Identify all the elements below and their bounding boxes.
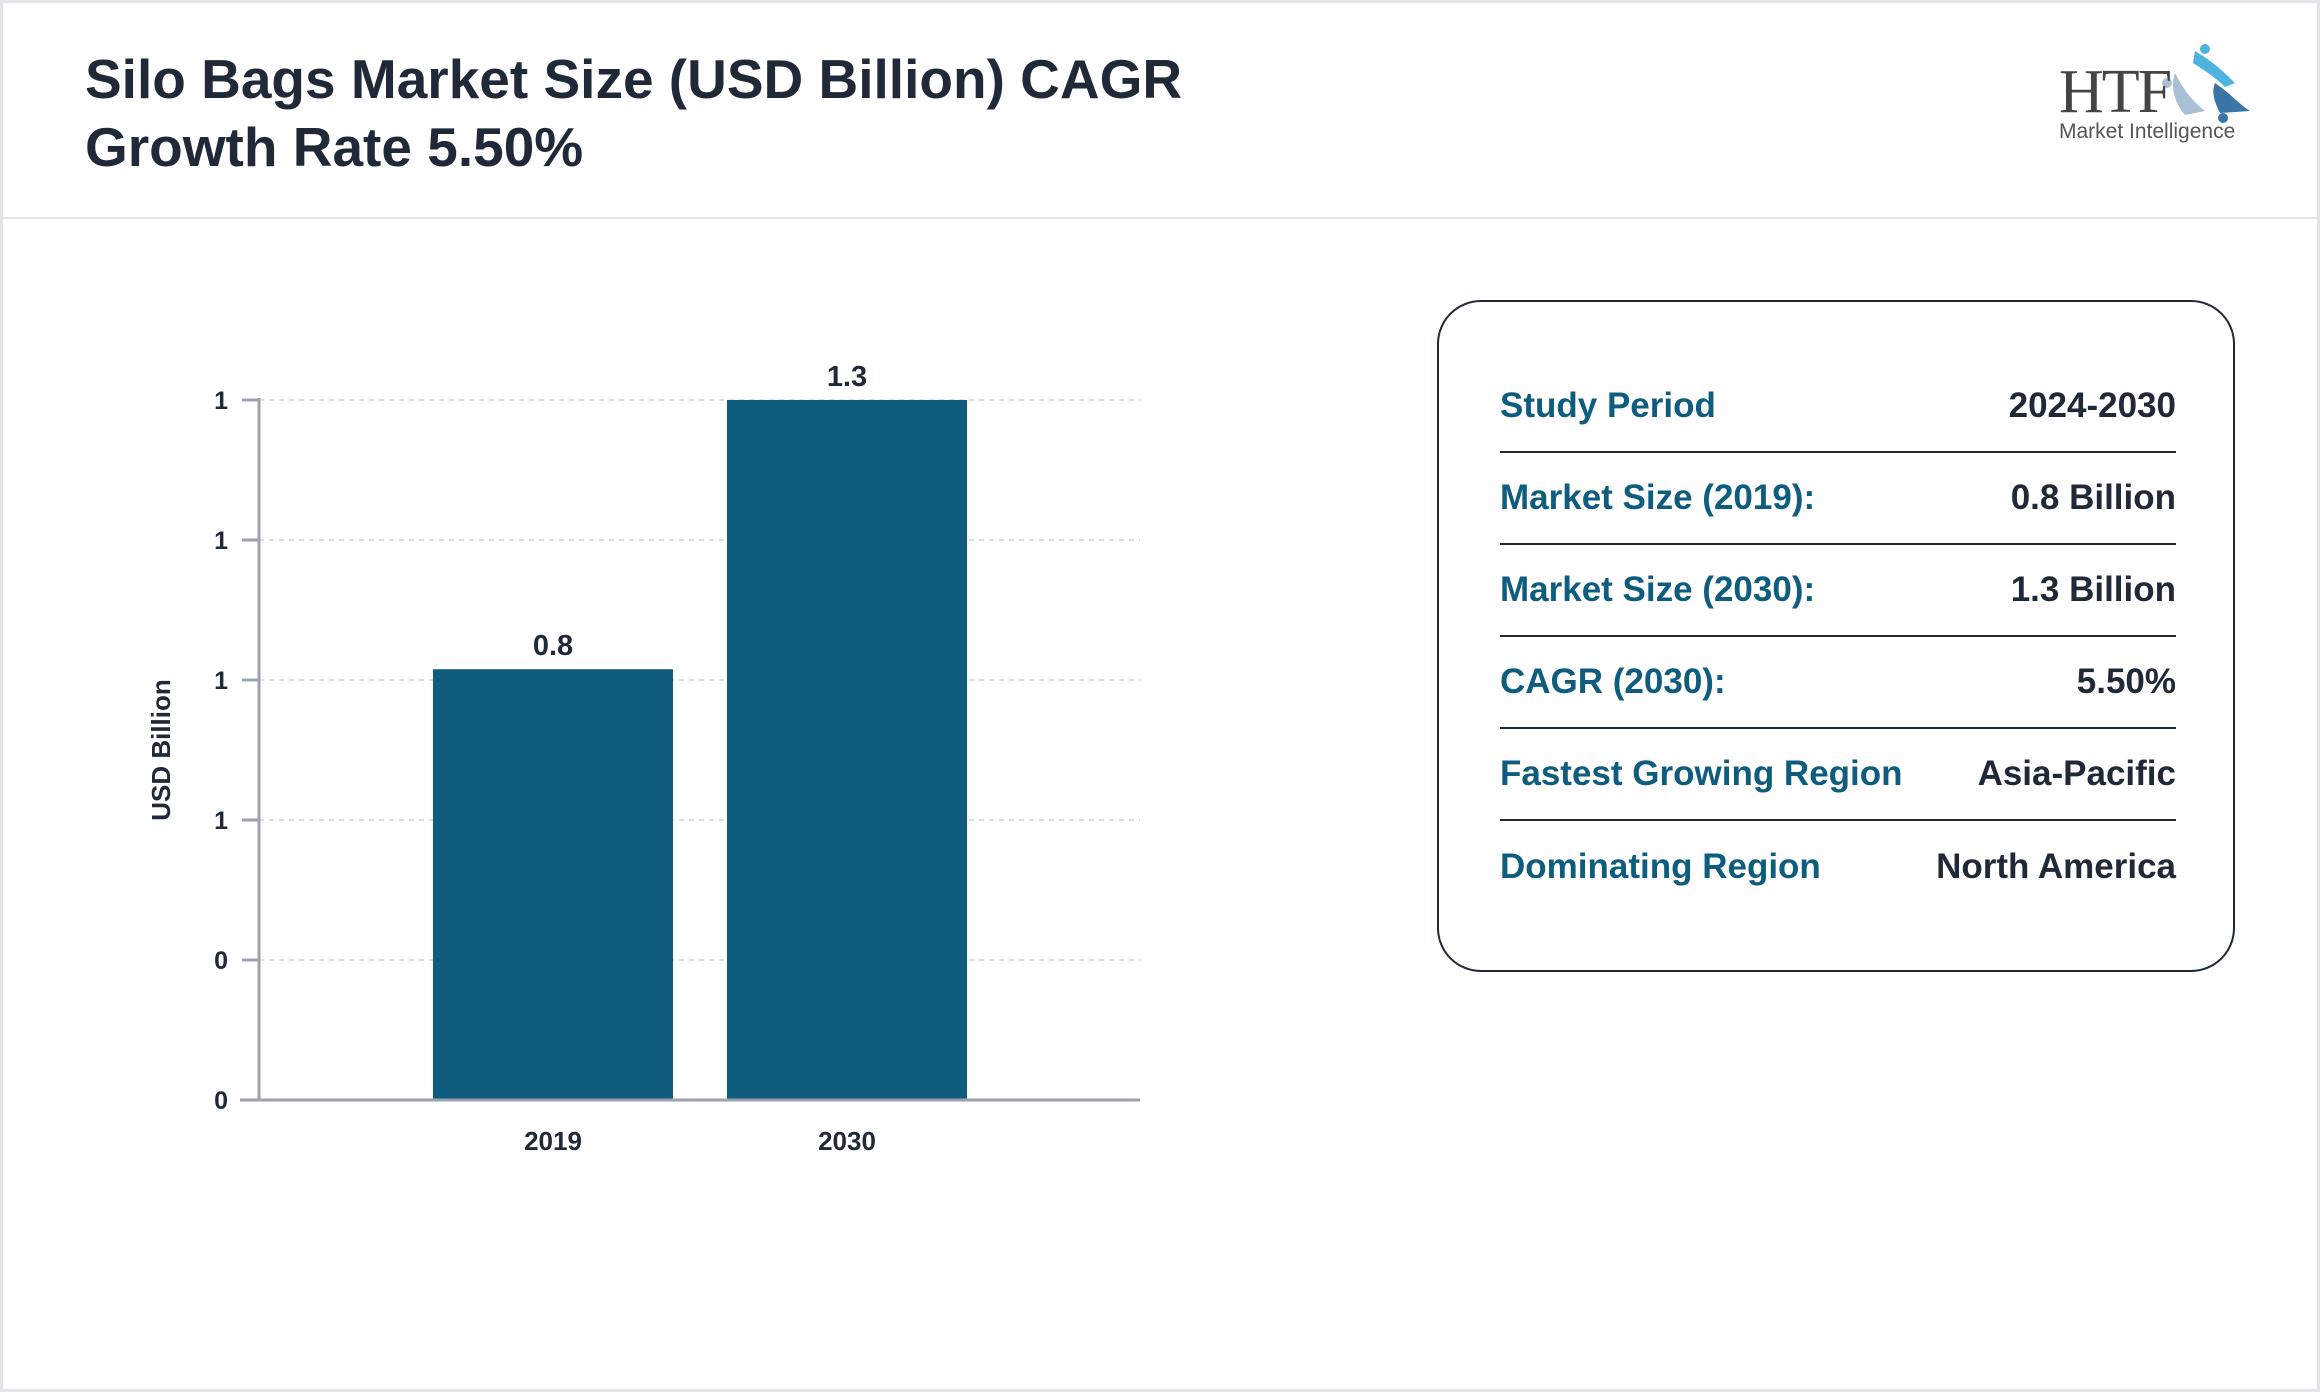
data-label: 1.3	[827, 361, 867, 393]
summary-value: 1.3 Billion	[2010, 570, 2176, 609]
summary-value: 5.50%	[2076, 662, 2176, 701]
summary-label: Market Size (2019):	[1500, 478, 1816, 517]
summary-row: CAGR (2030): 5.50%	[1500, 637, 2176, 729]
summary-value: 0.8 Billion	[2010, 478, 2176, 517]
y-tick-label: 1	[214, 527, 228, 555]
bar-2019	[433, 669, 673, 1100]
data-label: 0.8	[533, 630, 573, 662]
y-tick-label: 1	[214, 807, 228, 835]
summary-label: Dominating Region	[1500, 847, 1821, 886]
header: Silo Bags Market Size (USD Billion) CAGR…	[3, 3, 2317, 219]
bar-chart: 0 0 1 1 1 1 0.8 2019 1.3 2030 USD Billion	[146, 361, 1140, 1156]
x-tick-label: 2019	[524, 1126, 582, 1156]
summary-value: 2024-2030	[2008, 386, 2176, 425]
summary-row: Market Size (2019): 0.8 Billion	[1500, 453, 2176, 545]
y-tick-label: 1	[214, 667, 228, 695]
bar-2030	[727, 400, 967, 1100]
summary-row: Dominating Region North America	[1500, 821, 2176, 913]
htf-logo: HTF Market Intelligence	[2053, 43, 2253, 153]
summary-row: Fastest Growing Region Asia-Pacific	[1500, 729, 2176, 821]
summary-card: Study Period 2024-2030 Market Size (2019):…	[1437, 300, 2235, 972]
y-tick-label: 0	[214, 947, 228, 975]
summary-label: Study Period	[1500, 386, 1716, 425]
summary-value: North America	[1936, 847, 2176, 886]
summary-row: Study Period 2024-2030	[1500, 361, 2176, 453]
logo-figures-icon	[2162, 44, 2250, 123]
summary-label: Fastest Growing Region	[1500, 754, 1903, 793]
page-title: Silo Bags Market Size (USD Billion) CAGR…	[85, 48, 1183, 178]
x-tick-label: 2030	[818, 1126, 876, 1156]
y-axis-label: USD Billion	[146, 679, 176, 821]
summary-label: CAGR (2030):	[1500, 662, 1726, 701]
summary-row: Market Size (2030): 1.3 Billion	[1500, 545, 2176, 637]
y-tick-label: 0	[214, 1087, 228, 1115]
y-tick-label: 1	[214, 387, 228, 415]
summary-value: Asia-Pacific	[1977, 754, 2176, 793]
logo-text: HTF	[2059, 58, 2172, 126]
summary-label: Market Size (2030):	[1500, 570, 1816, 609]
logo-subtitle: Market Intelligence	[2059, 120, 2236, 143]
